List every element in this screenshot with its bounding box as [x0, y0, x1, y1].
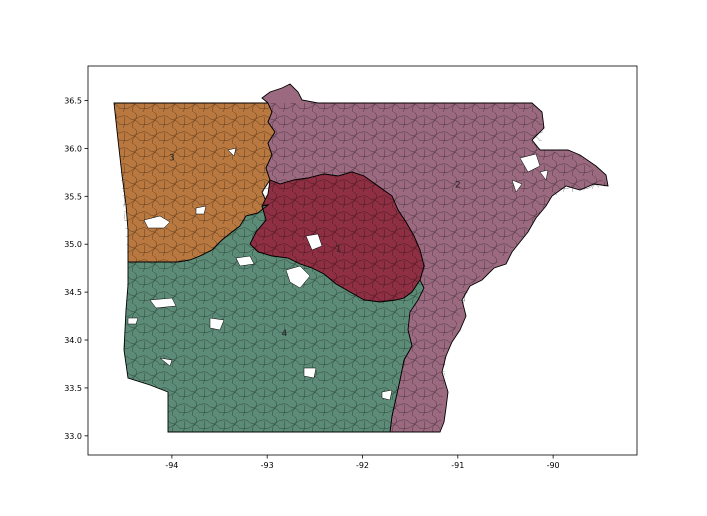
district-1-label: 1	[336, 245, 342, 255]
y-tick-label: 34.5	[64, 288, 82, 297]
x-tick-label: -93	[261, 461, 274, 470]
district-labels: 1 2 3 4	[169, 153, 461, 338]
y-tick-label: 33.0	[64, 432, 82, 441]
district-3-label: 3	[169, 153, 175, 163]
district-2-label: 2	[455, 180, 461, 190]
x-tick-label: -94	[165, 461, 178, 470]
map-axes: 1 2 3 4 -94 -93 -92 -91 -90 33.0 33.5 34.0 34.5 35.…	[64, 65, 638, 470]
y-axis-ticks: 33.0 33.5 34.0 34.5 35.0 35.5 36.0 36.5	[64, 96, 88, 441]
y-tick-label: 35.5	[64, 192, 82, 201]
district-4-label: 4	[281, 329, 287, 339]
unassigned-areas	[127, 147, 549, 401]
x-axis-ticks: -94 -93 -92 -91 -90	[165, 455, 560, 470]
y-tick-label: 36.5	[64, 96, 82, 105]
x-tick-label: -91	[451, 461, 464, 470]
precinct-boundaries	[114, 103, 608, 432]
x-tick-label: -90	[547, 461, 560, 470]
y-tick-label: 33.5	[64, 384, 82, 393]
map-regions	[113, 83, 609, 433]
y-tick-label: 34.0	[64, 336, 82, 345]
x-tick-label: -92	[356, 461, 369, 470]
y-tick-label: 35.0	[64, 240, 82, 249]
y-tick-label: 36.0	[64, 144, 82, 153]
